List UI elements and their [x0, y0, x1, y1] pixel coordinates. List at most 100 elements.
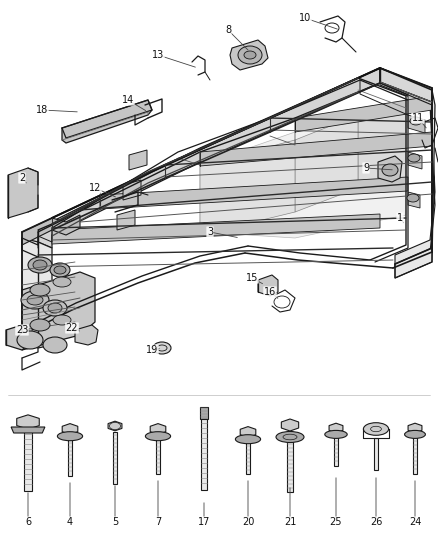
Ellipse shape: [153, 342, 171, 354]
Polygon shape: [200, 407, 208, 419]
Text: 18: 18: [36, 105, 48, 115]
Text: 11: 11: [412, 113, 424, 123]
Text: 1: 1: [397, 213, 403, 223]
Text: 26: 26: [370, 517, 382, 527]
Text: 12: 12: [89, 183, 101, 193]
Polygon shape: [22, 272, 95, 350]
Text: 4: 4: [67, 517, 73, 527]
Text: 24: 24: [409, 517, 421, 527]
Ellipse shape: [27, 295, 43, 305]
Ellipse shape: [244, 51, 256, 59]
Ellipse shape: [325, 431, 347, 439]
Ellipse shape: [235, 435, 261, 443]
Polygon shape: [8, 168, 38, 218]
Ellipse shape: [48, 303, 62, 313]
Text: 20: 20: [242, 517, 254, 527]
Ellipse shape: [54, 266, 66, 274]
Polygon shape: [358, 108, 406, 188]
Polygon shape: [201, 415, 207, 490]
Text: 17: 17: [198, 517, 210, 527]
Polygon shape: [295, 96, 432, 132]
Text: 9: 9: [363, 163, 369, 173]
Ellipse shape: [238, 46, 262, 64]
Polygon shape: [395, 90, 435, 278]
Polygon shape: [380, 68, 432, 105]
Text: 10: 10: [299, 13, 311, 23]
Polygon shape: [200, 140, 295, 235]
Polygon shape: [246, 439, 250, 474]
Ellipse shape: [408, 154, 420, 162]
Text: 25: 25: [330, 517, 342, 527]
Text: 16: 16: [264, 287, 276, 297]
Polygon shape: [200, 132, 432, 166]
Polygon shape: [117, 210, 135, 230]
Polygon shape: [413, 434, 417, 474]
Ellipse shape: [276, 432, 304, 442]
Polygon shape: [258, 275, 278, 296]
Ellipse shape: [30, 319, 50, 331]
Text: 8: 8: [225, 25, 231, 35]
Polygon shape: [22, 215, 80, 245]
Text: 3: 3: [207, 227, 213, 237]
Text: 19: 19: [146, 345, 158, 355]
Text: 7: 7: [155, 517, 161, 527]
Polygon shape: [150, 424, 166, 434]
Polygon shape: [113, 432, 117, 484]
Polygon shape: [200, 108, 406, 238]
Ellipse shape: [364, 423, 389, 435]
Polygon shape: [68, 436, 72, 476]
Ellipse shape: [53, 315, 71, 325]
Ellipse shape: [33, 260, 47, 270]
Polygon shape: [22, 68, 380, 250]
Polygon shape: [230, 40, 268, 70]
Text: 2: 2: [19, 173, 25, 183]
Ellipse shape: [53, 277, 71, 287]
Ellipse shape: [17, 331, 43, 349]
Polygon shape: [380, 68, 432, 105]
Ellipse shape: [28, 257, 52, 273]
Text: 5: 5: [112, 517, 118, 527]
Polygon shape: [378, 156, 402, 182]
Polygon shape: [22, 238, 52, 348]
Polygon shape: [62, 424, 78, 434]
Polygon shape: [75, 325, 98, 345]
Text: 22: 22: [66, 323, 78, 333]
Polygon shape: [334, 434, 338, 466]
Polygon shape: [408, 152, 422, 169]
Ellipse shape: [50, 263, 70, 277]
Polygon shape: [129, 150, 147, 170]
Text: 14: 14: [122, 95, 134, 105]
Polygon shape: [395, 88, 435, 267]
Text: 6: 6: [25, 517, 31, 527]
Polygon shape: [380, 68, 432, 102]
Polygon shape: [380, 68, 430, 105]
Polygon shape: [240, 426, 256, 438]
Polygon shape: [24, 429, 32, 491]
Polygon shape: [6, 325, 28, 350]
Polygon shape: [52, 214, 380, 244]
Ellipse shape: [57, 432, 83, 441]
Ellipse shape: [43, 337, 67, 353]
Ellipse shape: [407, 194, 419, 202]
Text: 21: 21: [284, 517, 296, 527]
Ellipse shape: [410, 117, 422, 125]
Ellipse shape: [382, 164, 398, 176]
Ellipse shape: [21, 291, 49, 309]
Polygon shape: [408, 192, 420, 208]
Ellipse shape: [30, 284, 50, 296]
Polygon shape: [408, 115, 425, 133]
Polygon shape: [287, 437, 293, 492]
Polygon shape: [17, 415, 39, 429]
Ellipse shape: [145, 432, 170, 441]
Polygon shape: [123, 180, 141, 200]
Polygon shape: [374, 438, 378, 470]
Polygon shape: [156, 436, 160, 474]
Ellipse shape: [405, 431, 425, 439]
Text: 15: 15: [246, 273, 258, 283]
Polygon shape: [11, 427, 45, 433]
Polygon shape: [108, 421, 122, 431]
Polygon shape: [408, 423, 422, 433]
Polygon shape: [62, 100, 152, 143]
Polygon shape: [281, 419, 299, 431]
Ellipse shape: [43, 300, 67, 316]
